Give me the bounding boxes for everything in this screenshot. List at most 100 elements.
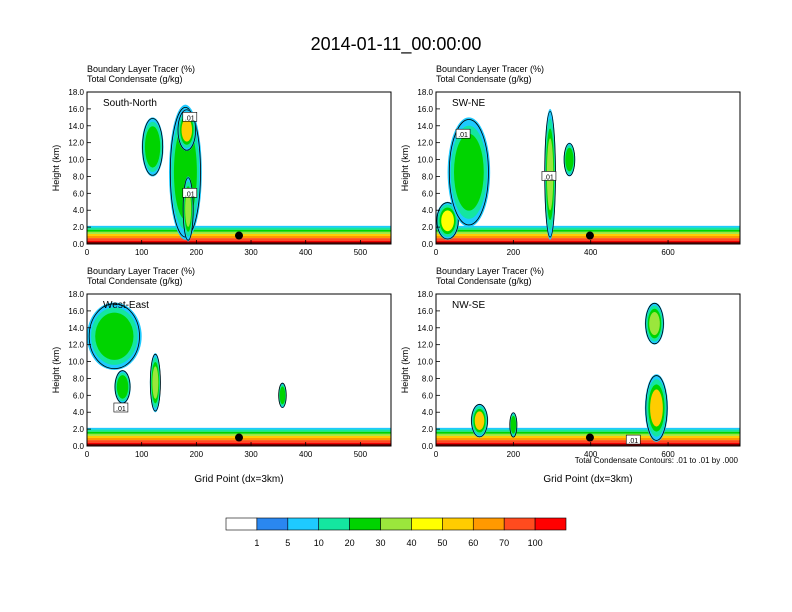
panel-label: South-North [103,98,157,109]
y-tick-label: 2.0 [422,425,434,434]
plot-area: .01 [436,302,740,446]
y-tick-label: 4.0 [73,206,85,215]
y-tick-label: 16.0 [417,307,433,316]
x-tick-label: 100 [135,450,149,459]
panel-title-line: Total Condensate (g/kg) [436,276,532,286]
panel-title-line: Boundary Layer Tracer (%) [87,64,195,74]
panel-title-line: Total Condensate (g/kg) [87,276,183,286]
y-tick-label: 8.0 [422,172,434,181]
y-tick-label: 10.0 [68,358,84,367]
panel-title-line: Total Condensate (g/kg) [87,74,183,84]
y-tick-label: 18.0 [417,290,433,299]
x-tick-label: 600 [661,248,675,257]
colorbar-swatch [225,517,258,531]
x-axis-label: Grid Point (dx=3km) [543,474,632,485]
y-tick-label: 18.0 [417,88,433,97]
y-tick-label: 4.0 [422,408,434,417]
y-tick-label: 16.0 [68,307,84,316]
condensate-contour [509,412,518,438]
panel-4: .01 0 200 400 600 0.0 2.0 4.0 6.0 8.0 10.0 12.0 14.0… [400,266,741,485]
tracer-band [436,431,740,434]
panel-title-line: Total Condensate (g/kg) [436,74,532,84]
contour-label: .01 [185,115,195,122]
tracer-region [99,317,130,355]
y-tick-label: 14.0 [68,122,84,131]
tracer-region [146,130,159,164]
contour-footnote: Total Condensate Contours: .01 to .01 by… [575,456,739,465]
y-tick-label: 0.0 [73,442,85,451]
x-tick-label: 500 [354,450,368,459]
condensate-contour [436,202,459,240]
tracer-band [436,225,740,228]
tracer-region [280,388,285,403]
plot-area: .01 .01 [436,108,740,244]
y-tick-label: 10.0 [417,358,433,367]
tracer-region [152,366,159,399]
location-marker [585,433,594,442]
colorbar-swatch [380,517,412,531]
contour-label-box [625,434,641,445]
tracer-band [436,429,740,432]
x-axis-label: Grid Point (dx=3km) [194,474,283,485]
colorbar-swatch [256,517,289,531]
y-tick-label: 0.0 [422,240,434,249]
x-tick-label: 400 [584,450,598,459]
y-tick-label: 16.0 [417,105,433,114]
surface-layer [87,241,391,244]
tracer-region [441,210,454,232]
x-tick-label: 400 [299,248,313,257]
y-tick-label: 8.0 [73,374,85,383]
condensate-contour [448,119,489,226]
x-tick-label: 0 [434,248,439,257]
contour-label-box [113,402,129,413]
location-marker [585,231,594,240]
y-tick-label: 2.0 [73,425,85,434]
colorbar-label: 1 [254,538,259,548]
tracer-band [87,225,391,228]
y-tick-label: 18.0 [68,88,84,97]
y-tick-label: 8.0 [422,374,434,383]
y-axis-label: Height (km) [400,145,410,192]
condensate-contour [88,303,140,370]
colorbar-swatch [534,517,567,531]
panel-title-line: Boundary Layer Tracer (%) [436,64,544,74]
tracer-band [87,227,391,230]
tracer-region [566,150,573,169]
panel-1: .01 .01 0 100 200 300 400 500 0.0 2.0 4.0 6.0 8.0 10.… [51,64,392,257]
x-tick-label: 600 [661,450,675,459]
figure-title: 2014-01-11_00:00:00 [311,34,482,55]
plot-frame [435,91,741,245]
tracer-band [87,427,391,430]
panel-label: West-East [103,300,149,311]
y-tick-label: 0.0 [73,240,85,249]
y-tick-label: 0.0 [422,442,434,451]
x-tick-label: 200 [507,450,521,459]
plot-frame [435,293,741,447]
y-tick-label: 14.0 [417,122,433,131]
colorbar-label: 50 [437,538,447,548]
y-tick-label: 2.0 [422,223,434,232]
contour-label-box [455,128,471,139]
y-tick-label: 10.0 [68,156,84,165]
y-tick-label: 14.0 [417,324,433,333]
y-tick-label: 12.0 [417,139,433,148]
x-tick-label: 400 [299,450,313,459]
y-tick-label: 4.0 [73,408,85,417]
panel-title-line: Boundary Layer Tracer (%) [87,266,195,276]
y-tick-label: 12.0 [68,341,84,350]
y-axis-label: Height (km) [51,347,61,394]
contour-label: .01 [628,438,638,445]
y-tick-label: 6.0 [73,189,85,198]
y-tick-label: 12.0 [417,341,433,350]
condensate-contour [645,302,664,345]
plot-frame [86,91,392,245]
tracer-region [474,411,485,430]
tracer-region [181,118,193,142]
panel-label: NW-SE [452,300,485,311]
x-tick-label: 500 [354,248,368,257]
y-tick-label: 14.0 [68,324,84,333]
condensate-contour [182,177,194,241]
location-marker [235,433,243,442]
contour-label: .01 [544,174,554,181]
colorbar-swatch [318,517,350,531]
